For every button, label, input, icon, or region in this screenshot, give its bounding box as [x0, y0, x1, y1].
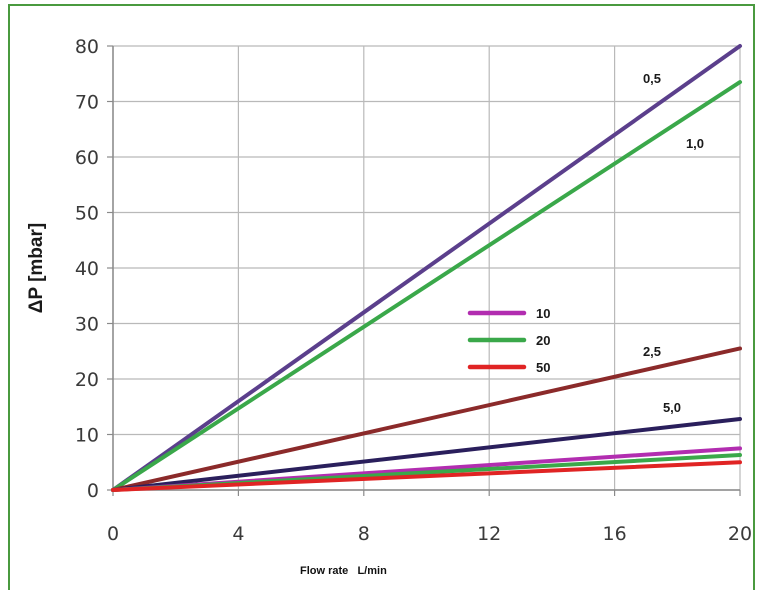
y-tick-label: 20 [75, 369, 99, 391]
x-tick-label: 16 [603, 523, 627, 545]
y-tick-label: 10 [75, 425, 99, 447]
chart-frame [8, 4, 755, 590]
series-group [111, 44, 742, 492]
legend-label: 10 [536, 306, 550, 321]
legend-label: 50 [536, 360, 550, 375]
x-tick-label: 0 [107, 523, 119, 545]
series-line [111, 460, 742, 492]
x-tick-label: 20 [728, 523, 752, 545]
x-tick-label: 8 [358, 523, 370, 545]
series-label: 0,5 [643, 71, 661, 86]
y-tick-label: 70 [75, 92, 99, 114]
y-tick-label: 80 [75, 36, 99, 58]
y-tick-label: 30 [75, 314, 99, 336]
series-labels: 0,5 1,0 2,5 5,0 [643, 71, 704, 415]
y-axis-label: ΔP [mbar] [26, 223, 47, 313]
y-tick-label: 0 [87, 480, 99, 502]
series-line [111, 44, 742, 492]
series-label: 1,0 [686, 136, 704, 151]
legend: 10 20 50 [467, 306, 550, 375]
series-label: 2,5 [643, 344, 661, 359]
y-tick-label: 40 [75, 258, 99, 280]
series-line [111, 346, 742, 492]
series-line [111, 80, 742, 492]
axes: 0 10 20 30 40 50 60 70 80 0 4 8 12 16 20 [75, 36, 752, 545]
x-tick-label: 12 [477, 523, 501, 545]
series-label: 5,0 [663, 400, 681, 415]
legend-label: 20 [536, 333, 550, 348]
series-line [111, 416, 742, 492]
x-tick-label: 4 [232, 523, 244, 545]
y-tick-label: 60 [75, 147, 99, 169]
x-axis-label: Flow rate L/min [300, 565, 387, 577]
y-tick-label: 50 [75, 203, 99, 225]
